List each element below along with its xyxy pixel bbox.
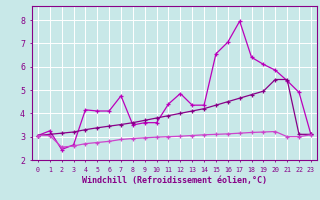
- X-axis label: Windchill (Refroidissement éolien,°C): Windchill (Refroidissement éolien,°C): [82, 176, 267, 185]
